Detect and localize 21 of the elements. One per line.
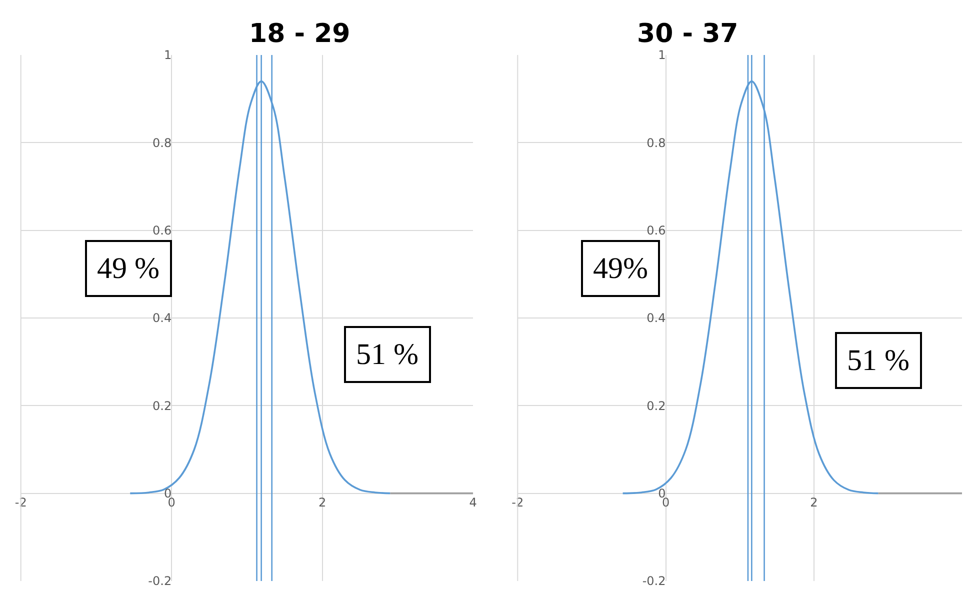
- x-tick-label: 2: [318, 495, 326, 510]
- y-tick-label: 0.8: [152, 136, 172, 150]
- chart-title: 30 - 37: [637, 19, 738, 49]
- y-tick-label: 0.6: [152, 224, 172, 238]
- y-tick-label: 0.4: [152, 311, 172, 326]
- annotation: 51 %: [847, 344, 910, 377]
- annotation: 51 %: [356, 338, 418, 371]
- y-tick-label: 0.6: [646, 224, 666, 238]
- chart-title: 18 - 29: [249, 19, 350, 49]
- y-tick-label: 0.8: [646, 136, 666, 150]
- annotation: 49%: [593, 252, 648, 285]
- y-tick-label: 0.2: [152, 398, 172, 413]
- annotation: 49 %: [97, 252, 160, 285]
- y-tick-label: 1: [164, 48, 172, 62]
- y-tick-label: -0.2: [642, 574, 666, 588]
- y-tick-label: 0.4: [646, 311, 666, 326]
- x-tick-label: 4: [469, 495, 477, 510]
- y-tick-label: -0.2: [148, 574, 172, 588]
- x-tick-label: 2: [810, 495, 818, 510]
- y-tick-label: 0.2: [646, 398, 666, 413]
- y-tick-label: 1: [658, 48, 666, 62]
